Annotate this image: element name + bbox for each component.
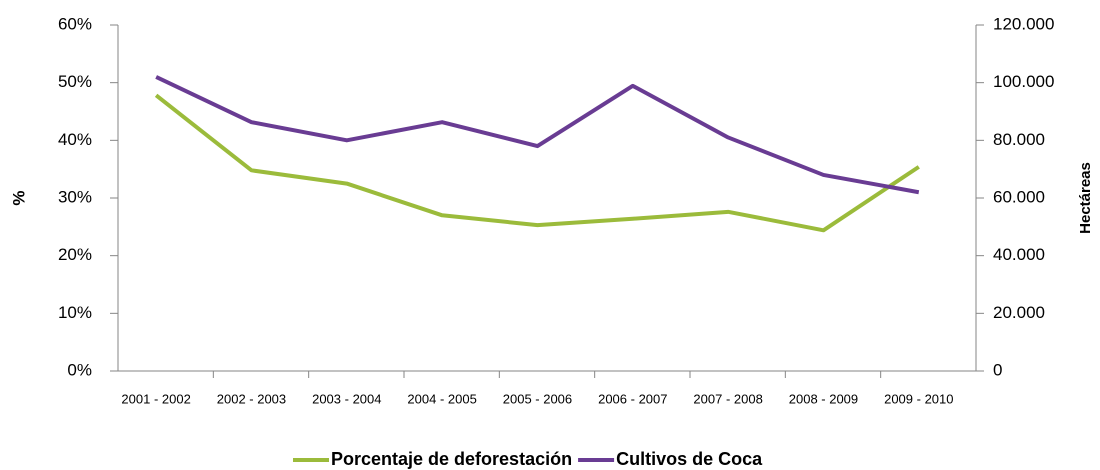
x-tick-label: 2004 - 2005: [407, 391, 476, 406]
y-tick-label: 0%: [67, 360, 92, 379]
x-tick-label: 2003 - 2004: [312, 391, 381, 406]
x-tick-label: 2007 - 2008: [693, 391, 762, 406]
y-axis-title: %: [9, 190, 28, 205]
x-tick-label: 2006 - 2007: [598, 391, 667, 406]
series-line: [155, 75, 920, 195]
y2-tick-label: 120.000: [993, 14, 1054, 33]
legend-label: Cultivos de Coca: [616, 449, 763, 469]
x-tick-label: 2001 - 2002: [121, 391, 190, 406]
y-tick-label: 30%: [58, 187, 92, 206]
y-tick-label: 10%: [58, 303, 92, 322]
y2-tick-label: 60.000: [993, 187, 1045, 206]
y-tick-label: 60%: [58, 14, 92, 33]
series-line: [154, 93, 920, 233]
y2-tick-label: 40.000: [993, 245, 1045, 264]
y-tick-label: 40%: [58, 130, 92, 149]
y-tick-label: 50%: [58, 72, 92, 91]
y-tick-label: 20%: [58, 245, 92, 264]
legend-label: Porcentaje de deforestación: [331, 449, 572, 469]
x-tick-label: 2009 - 2010: [884, 391, 953, 406]
x-tick-label: 2002 - 2003: [217, 391, 286, 406]
x-tick-label: 2008 - 2009: [789, 391, 858, 406]
x-tick-label: 2005 - 2006: [503, 391, 572, 406]
y2-axis-title: Hectáreas: [1077, 162, 1094, 234]
y2-tick-label: 0: [993, 360, 1002, 379]
y2-tick-label: 80.000: [993, 130, 1045, 149]
y2-tick-label: 20.000: [993, 303, 1045, 322]
y2-tick-label: 100.000: [993, 72, 1054, 91]
